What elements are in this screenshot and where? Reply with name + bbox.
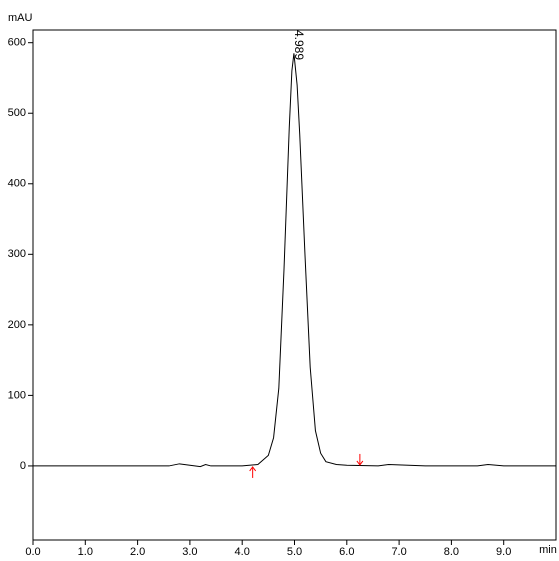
- x-tick-label: 5.0: [287, 546, 302, 558]
- y-tick-label: 300: [8, 248, 26, 260]
- y-tick-label: 600: [8, 37, 26, 49]
- x-tick-label: 7.0: [391, 546, 406, 558]
- y-tick-label: 100: [8, 389, 26, 401]
- x-tick-label: 2.0: [130, 546, 145, 558]
- x-tick-label: 1.0: [78, 546, 93, 558]
- peak-label: 4.989: [292, 30, 306, 60]
- marker-arrow: [249, 466, 257, 472]
- y-tick-label: 400: [8, 178, 26, 190]
- y-tick-label: 200: [8, 319, 26, 331]
- marker-arrow: [356, 460, 364, 466]
- x-tick-label: 6.0: [339, 546, 354, 558]
- y-tick-label: 500: [8, 107, 26, 119]
- y-tick-label: 0: [20, 460, 26, 472]
- x-axis-label: min: [539, 544, 557, 556]
- x-tick-label: 9.0: [496, 546, 511, 558]
- x-tick-label: 0.0: [25, 546, 40, 558]
- integration-marker: [249, 466, 257, 478]
- integration-marker: [356, 453, 364, 466]
- y-axis-label: mAU: [8, 12, 33, 24]
- x-tick-label: 3.0: [182, 546, 197, 558]
- x-tick-label: 4.0: [235, 546, 250, 558]
- x-tick-label: 8.0: [444, 546, 459, 558]
- signal-line: [33, 53, 556, 468]
